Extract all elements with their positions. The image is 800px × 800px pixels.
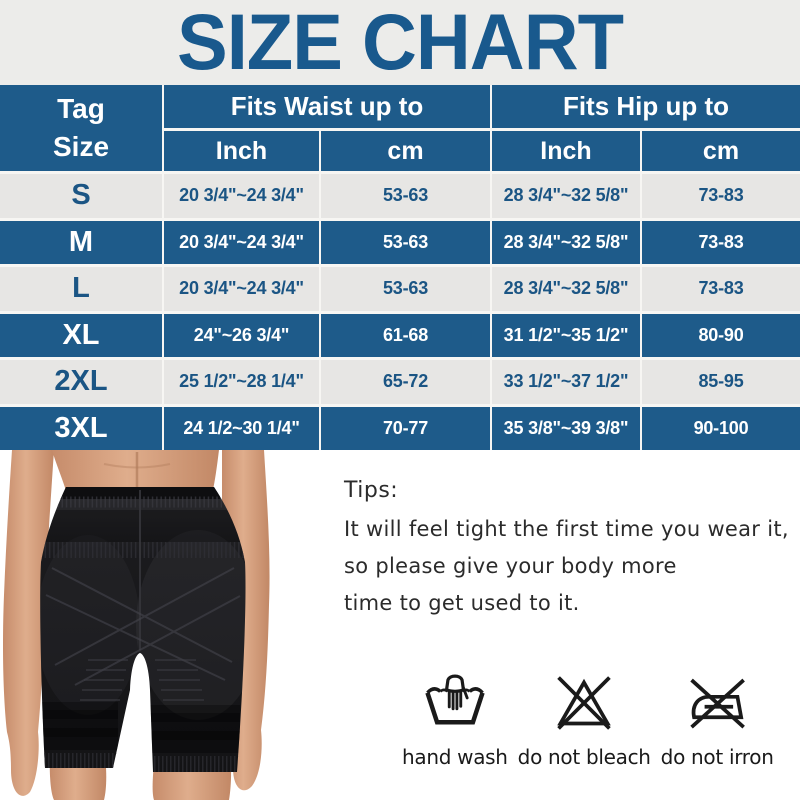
torso — [52, 450, 219, 498]
care-item-do-not-iron: do not irron — [661, 672, 774, 769]
row-xl-size: XL — [0, 313, 162, 357]
header-hip-cm: cm — [642, 131, 800, 171]
compression-shorts — [40, 487, 246, 772]
row-3xl-waist-cm: 70-77 — [321, 406, 490, 450]
care-instructions: hand wash do not bleach — [402, 672, 774, 769]
header-waist-inch: Inch — [164, 131, 319, 171]
header-waist-group: Fits Waist up to — [164, 85, 490, 128]
header-waist-cm: cm — [321, 131, 490, 171]
row-s-waist-cm: 53-63 — [321, 174, 490, 218]
row-m-size: M — [0, 220, 162, 264]
row-s-size: S — [0, 174, 162, 218]
tips-line: time to get used to it. — [344, 591, 580, 615]
bottom-section: Tips: It will feel tight the first time … — [0, 450, 800, 800]
row-s-hip-inch: 28 3/4"~32 5/8" — [492, 174, 640, 218]
tips-heading: Tips: — [344, 478, 399, 503]
header-tag-line1: Tag — [57, 93, 105, 124]
page-title: SIZE CHART — [177, 0, 624, 87]
row-xl-waist-inch: 24"~26 3/4" — [164, 313, 319, 357]
header-hip-inch: Inch — [492, 131, 640, 171]
row-l-waist-inch: 20 3/4"~24 3/4" — [164, 267, 319, 311]
row-l-hip-inch: 28 3/4"~32 5/8" — [492, 267, 640, 311]
row-m-waist-inch: 20 3/4"~24 3/4" — [164, 220, 319, 264]
left-arm — [3, 450, 54, 796]
product-photo-man-in-compression-shorts — [3, 450, 270, 800]
size-table: Tag Size Fits Waist up to Fits Hip up to… — [0, 85, 800, 450]
care-label: do not irron — [660, 745, 774, 769]
row-s-hip-cm: 73-83 — [642, 174, 800, 218]
hand-wash-icon — [425, 674, 485, 725]
do-not-bleach-icon — [557, 676, 611, 730]
row-3xl-size: 3XL — [0, 406, 162, 450]
row-2xl-size: 2XL — [0, 360, 162, 404]
row-2xl-hip-cm: 85-95 — [642, 360, 800, 404]
row-xl-waist-cm: 61-68 — [321, 313, 490, 357]
do-not-iron-icon — [690, 678, 746, 729]
row-2xl-hip-inch: 33 1/2"~37 1/2" — [492, 360, 640, 404]
row-l-hip-cm: 73-83 — [642, 267, 800, 311]
row-l-waist-cm: 53-63 — [321, 267, 490, 311]
care-label: do not bleach — [517, 745, 651, 769]
row-m-hip-inch: 28 3/4"~32 5/8" — [492, 220, 640, 264]
tips-line: so please give your body more — [344, 554, 677, 578]
header-hip-group: Fits Hip up to — [492, 85, 800, 128]
title-bar: SIZE CHART — [0, 0, 800, 87]
row-m-hip-cm: 73-83 — [642, 220, 800, 264]
tips-line: It will feel tight the first time you we… — [344, 517, 789, 541]
row-2xl-waist-cm: 65-72 — [321, 360, 490, 404]
header-tag-line2: Size — [52, 131, 110, 162]
row-3xl-hip-cm: 90-100 — [642, 406, 800, 450]
header-tag-size: Tag Size — [0, 85, 162, 171]
row-s-waist-inch: 20 3/4"~24 3/4" — [164, 174, 319, 218]
row-xl-hip-cm: 80-90 — [642, 313, 800, 357]
tips-block: Tips: It will feel tight the first time … — [344, 478, 789, 622]
care-label: hand wash — [402, 745, 508, 769]
care-item-do-not-bleach: do not bleach — [518, 672, 651, 769]
care-item-hand-wash: hand wash — [402, 672, 508, 769]
row-m-waist-cm: 53-63 — [321, 220, 490, 264]
row-l-size: L — [0, 267, 162, 311]
row-3xl-hip-inch: 35 3/8"~39 3/8" — [492, 406, 640, 450]
row-2xl-waist-inch: 25 1/2"~28 1/4" — [164, 360, 319, 404]
row-3xl-waist-inch: 24 1/2~30 1/4" — [164, 406, 319, 450]
row-xl-hip-inch: 31 1/2"~35 1/2" — [492, 313, 640, 357]
